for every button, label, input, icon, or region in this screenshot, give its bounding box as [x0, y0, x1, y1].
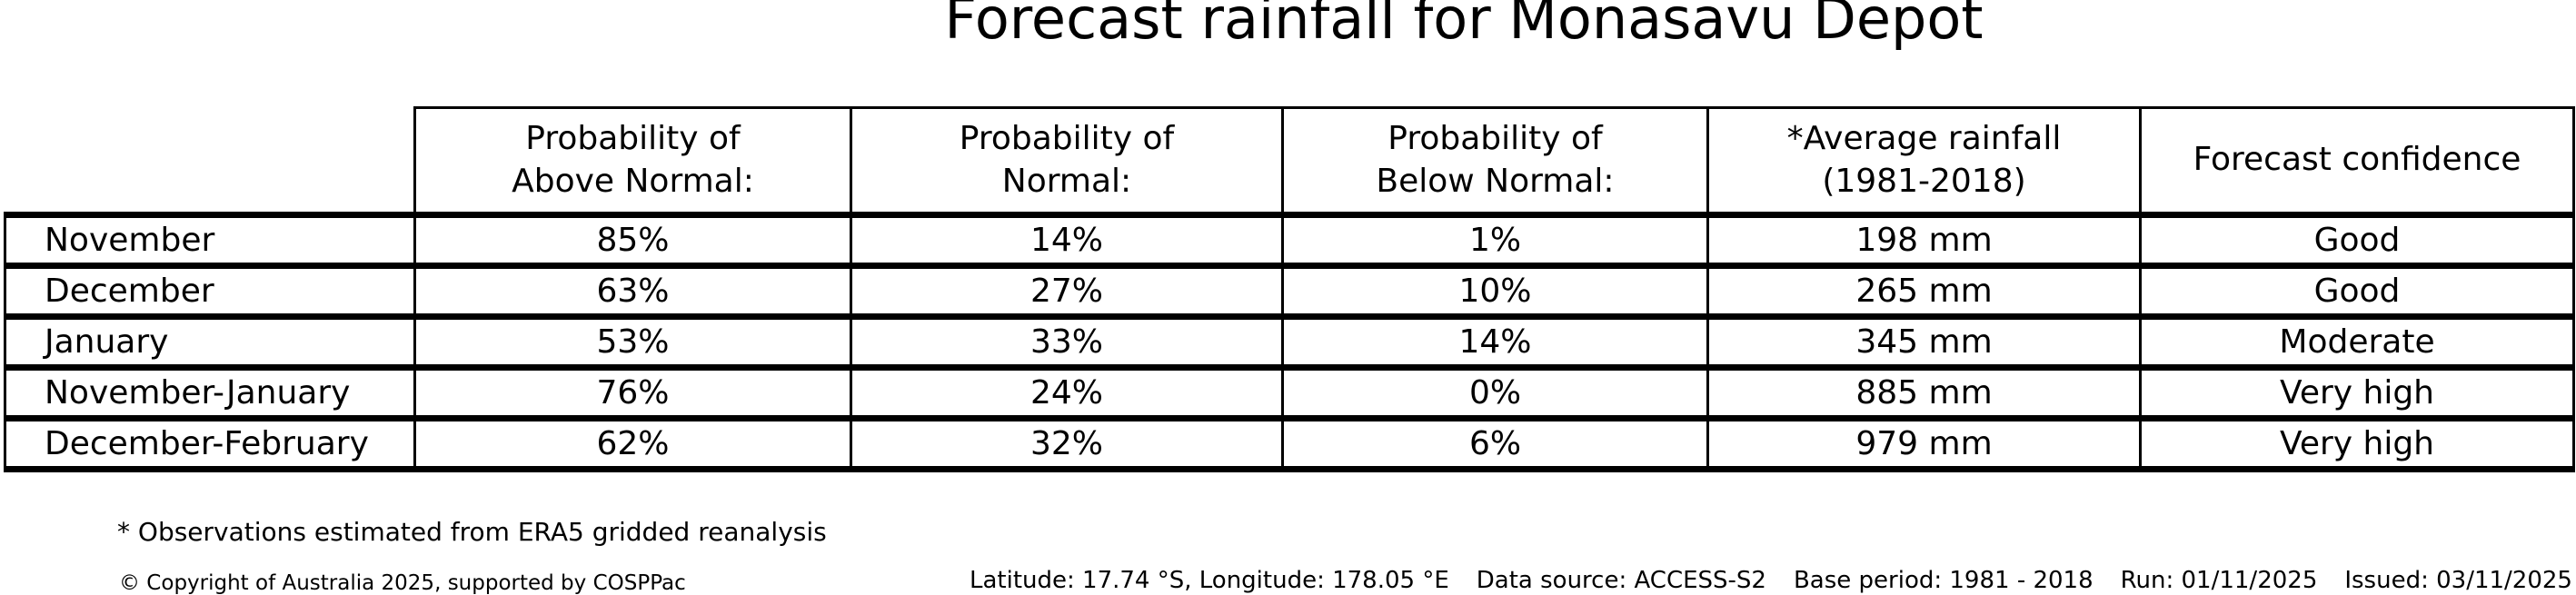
cell-forecast-confidence: Good	[2139, 212, 2575, 269]
cell-below-normal: 1%	[1281, 212, 1709, 269]
latitude-longitude-label: Latitude: 17.74 °S, Longitude: 178.05 °E	[970, 567, 1449, 594]
table-row-january: January 53% 33% 14% 345 mm Moderate	[4, 313, 2575, 371]
row-header-period: November-January	[4, 364, 416, 421]
cell-above-normal: 53%	[413, 313, 852, 371]
cell-forecast-confidence: Good	[2139, 263, 2575, 320]
page-title: Forecast rainfall for Monasavu Depot	[944, 0, 1984, 52]
col-header-above-normal: Probability of Above Normal:	[413, 106, 852, 216]
cell-normal: 24%	[850, 364, 1284, 421]
base-period-label: Base period: 1981 - 2018	[1793, 567, 2094, 594]
table-row-december: December 63% 27% 10% 265 mm Good	[4, 263, 2575, 320]
cell-above-normal: 62%	[413, 415, 852, 472]
footer-meta-line: Latitude: 17.74 °S, Longitude: 178.05 °E…	[970, 567, 2572, 594]
cell-above-normal: 63%	[413, 263, 852, 320]
cell-normal: 33%	[850, 313, 1284, 371]
cell-forecast-confidence: Very high	[2139, 364, 2575, 421]
col-header-average-rainfall: *Average rainfall (1981-2018)	[1706, 106, 2142, 216]
cell-below-normal: 0%	[1281, 364, 1709, 421]
col-header-below-normal: Probability of Below Normal:	[1281, 106, 1709, 216]
run-date-label: Run: 01/11/2025	[2120, 567, 2318, 594]
table-row-december-february: December-February 62% 32% 6% 979 mm Very…	[4, 415, 2575, 472]
cell-average-rainfall: 979 mm	[1706, 415, 2142, 472]
copyright-label: © Copyright of Australia 2025, supported…	[119, 571, 686, 595]
cell-normal: 14%	[850, 212, 1284, 269]
cell-average-rainfall: 885 mm	[1706, 364, 2142, 421]
cell-below-normal: 14%	[1281, 313, 1709, 371]
col-header-normal: Probability of Normal:	[850, 106, 1284, 216]
cell-average-rainfall: 345 mm	[1706, 313, 2142, 371]
cell-forecast-confidence: Very high	[2139, 415, 2575, 472]
table-corner-spacer	[5, 108, 415, 215]
cell-average-rainfall: 198 mm	[1706, 212, 2142, 269]
cell-normal: 32%	[850, 415, 1284, 472]
table-row-november-january: November-January 76% 24% 0% 885 mm Very …	[4, 364, 2575, 421]
table-row-november: November 85% 14% 1% 198 mm Good	[4, 212, 2575, 269]
observations-footnote: * Observations estimated from ERA5 gridd…	[117, 517, 827, 547]
data-source-label: Data source: ACCESS-S2	[1476, 567, 1766, 594]
forecast-table: Probability of Above Normal: Probability…	[4, 106, 2575, 472]
row-header-period: December-February	[4, 415, 416, 472]
row-header-period: January	[4, 313, 416, 371]
issued-date-label: Issued: 03/11/2025	[2344, 567, 2572, 594]
cell-normal: 27%	[850, 263, 1284, 320]
cell-below-normal: 6%	[1281, 415, 1709, 472]
row-header-period: November	[4, 212, 416, 269]
cell-above-normal: 85%	[413, 212, 852, 269]
col-header-forecast-confidence: Forecast confidence	[2139, 106, 2575, 216]
row-header-period: December	[4, 263, 416, 320]
cell-below-normal: 10%	[1281, 263, 1709, 320]
cell-forecast-confidence: Moderate	[2139, 313, 2575, 371]
cell-above-normal: 76%	[413, 364, 852, 421]
table-header-row: Probability of Above Normal: Probability…	[5, 106, 2575, 216]
cell-average-rainfall: 265 mm	[1706, 263, 2142, 320]
